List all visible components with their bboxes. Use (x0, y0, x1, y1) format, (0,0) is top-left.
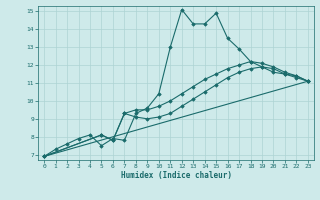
X-axis label: Humidex (Indice chaleur): Humidex (Indice chaleur) (121, 171, 231, 180)
